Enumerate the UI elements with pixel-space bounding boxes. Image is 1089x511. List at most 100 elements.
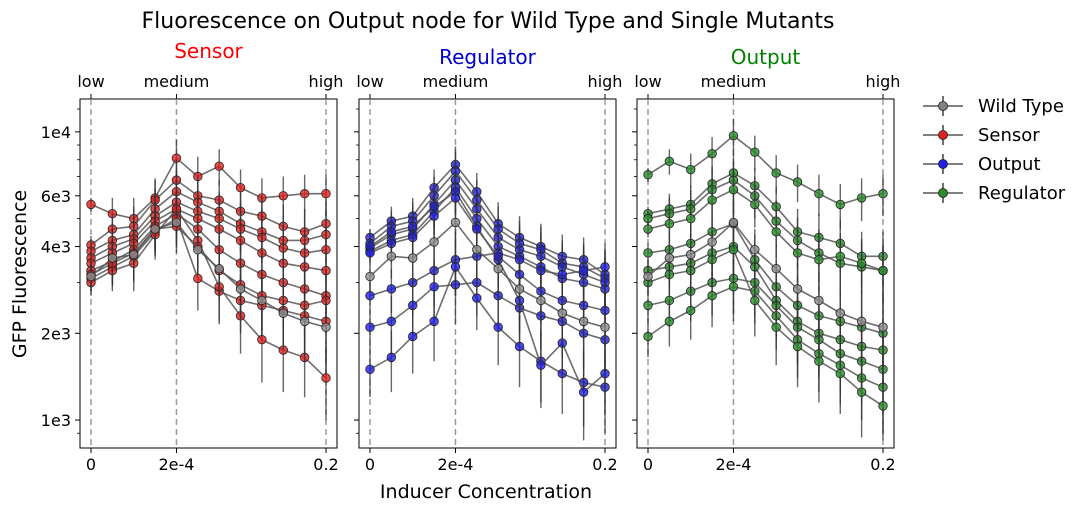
- data-point: [578, 265, 589, 276]
- x-axis-label: Inducer Concentration: [380, 481, 592, 503]
- data-point: [171, 217, 182, 228]
- y-tick-label: 1e3: [41, 411, 71, 430]
- data-point: [578, 387, 589, 397]
- legend-entry-regulator: Regulator: [923, 183, 1066, 204]
- panels: low 0 medium 2e-4 high 0.2 Sensor 1e3 2e3 4e3 6e3 1…: [41, 39, 901, 474]
- legend-marker: [938, 101, 948, 111]
- data-point: [235, 183, 246, 193]
- data-point: [278, 191, 288, 201]
- data-point: [750, 245, 760, 255]
- data-point: [150, 224, 160, 234]
- data-point: [493, 264, 503, 274]
- legend-label: Sensor: [978, 125, 1040, 146]
- legend-marker: [938, 188, 948, 198]
- x-tick-label: 0.2: [592, 455, 617, 474]
- data-point: [299, 316, 310, 327]
- data-point: [878, 322, 888, 332]
- data-point: [299, 189, 310, 199]
- data-point: [450, 193, 461, 203]
- data-point: [600, 262, 610, 272]
- data-point: [856, 193, 867, 203]
- data-point: [878, 401, 888, 411]
- data-point: [643, 331, 653, 342]
- data-point: [707, 195, 717, 205]
- data-point: [771, 227, 781, 237]
- data-point: [664, 253, 675, 263]
- data-point: [536, 360, 546, 370]
- data-point: [643, 224, 653, 234]
- data-point: [429, 237, 439, 247]
- y-tick-label: 2e3: [41, 324, 71, 343]
- data-point: [450, 217, 461, 228]
- panel-title: Regulator: [439, 45, 537, 69]
- legend-marker: [938, 130, 948, 140]
- data-point: [321, 189, 331, 199]
- data-point: [814, 189, 824, 199]
- wild-type-series: [365, 201, 610, 374]
- data-point: [686, 249, 696, 260]
- data-point: [707, 237, 717, 247]
- wild-type-series: [643, 201, 888, 374]
- data-point: [450, 262, 461, 272]
- data-point: [835, 308, 845, 318]
- x-tick-label: 0: [86, 455, 96, 474]
- data-point: [686, 213, 696, 224]
- data-point: [257, 295, 267, 306]
- legend-label: Output: [978, 154, 1041, 175]
- x-tick-label: 0: [365, 455, 375, 474]
- mutant-series: [643, 169, 888, 303]
- data-point: [408, 331, 418, 342]
- data-point: [728, 217, 739, 228]
- data-point: [643, 271, 653, 282]
- panel-frame: [79, 98, 338, 449]
- legend-entry-wild-type: Wild Type: [923, 96, 1064, 117]
- data-point: [664, 156, 675, 167]
- panel-sensor: low 0 medium 2e-4 high 0.2 Sensor 1e3 2e3 4e3 6e3 1…: [41, 39, 344, 474]
- data-point: [386, 284, 397, 294]
- x-tick-label: 2e-4: [437, 455, 473, 474]
- data-point: [386, 251, 397, 261]
- data-point: [86, 199, 96, 210]
- data-point: [856, 258, 867, 268]
- legend-label: Wild Type: [978, 96, 1064, 117]
- data-point: [664, 219, 675, 229]
- data-point: [107, 253, 118, 263]
- data-point: [365, 322, 375, 332]
- panel-title: Output: [731, 45, 801, 69]
- panel-output: low 0 medium 2e-4 high 0.2 Output: [632, 45, 900, 474]
- data-point: [814, 255, 824, 265]
- data-point: [600, 322, 610, 332]
- legend-entry-sensor: Sensor: [923, 125, 1040, 146]
- panel-regulator: low 0 medium 2e-4 high 0.2 Regulator: [354, 45, 622, 474]
- mutant-series: [643, 259, 888, 434]
- data-point: [771, 264, 781, 274]
- data-point: [707, 148, 717, 159]
- data-point: [835, 199, 845, 210]
- data-point: [365, 291, 375, 301]
- data-point: [792, 341, 803, 352]
- data-point: [193, 245, 203, 255]
- legend-marker: [938, 159, 948, 169]
- data-point: [578, 316, 589, 327]
- data-point: [878, 265, 888, 276]
- data-point: [664, 316, 675, 327]
- data-point: [514, 341, 525, 352]
- legend-label: Regulator: [978, 183, 1066, 204]
- data-point: [429, 211, 439, 221]
- data-point: [557, 308, 567, 318]
- top-tick-label: high: [866, 72, 901, 91]
- data-point: [429, 316, 439, 327]
- top-tick-label: medium: [701, 72, 767, 91]
- data-point: [771, 322, 781, 332]
- data-point: [771, 168, 781, 178]
- data-point: [792, 248, 803, 258]
- data-point: [472, 245, 482, 255]
- legend: Wild Type Sensor Output Regulator: [923, 96, 1066, 204]
- x-tick-label: 0.2: [313, 455, 338, 474]
- y-tick-label: 4e3: [41, 238, 71, 257]
- top-tick-label: medium: [144, 72, 210, 91]
- x-tick-label: 0: [643, 455, 653, 474]
- data-point: [536, 295, 546, 306]
- data-point: [686, 164, 696, 175]
- legend-entry-output: Output: [923, 154, 1041, 175]
